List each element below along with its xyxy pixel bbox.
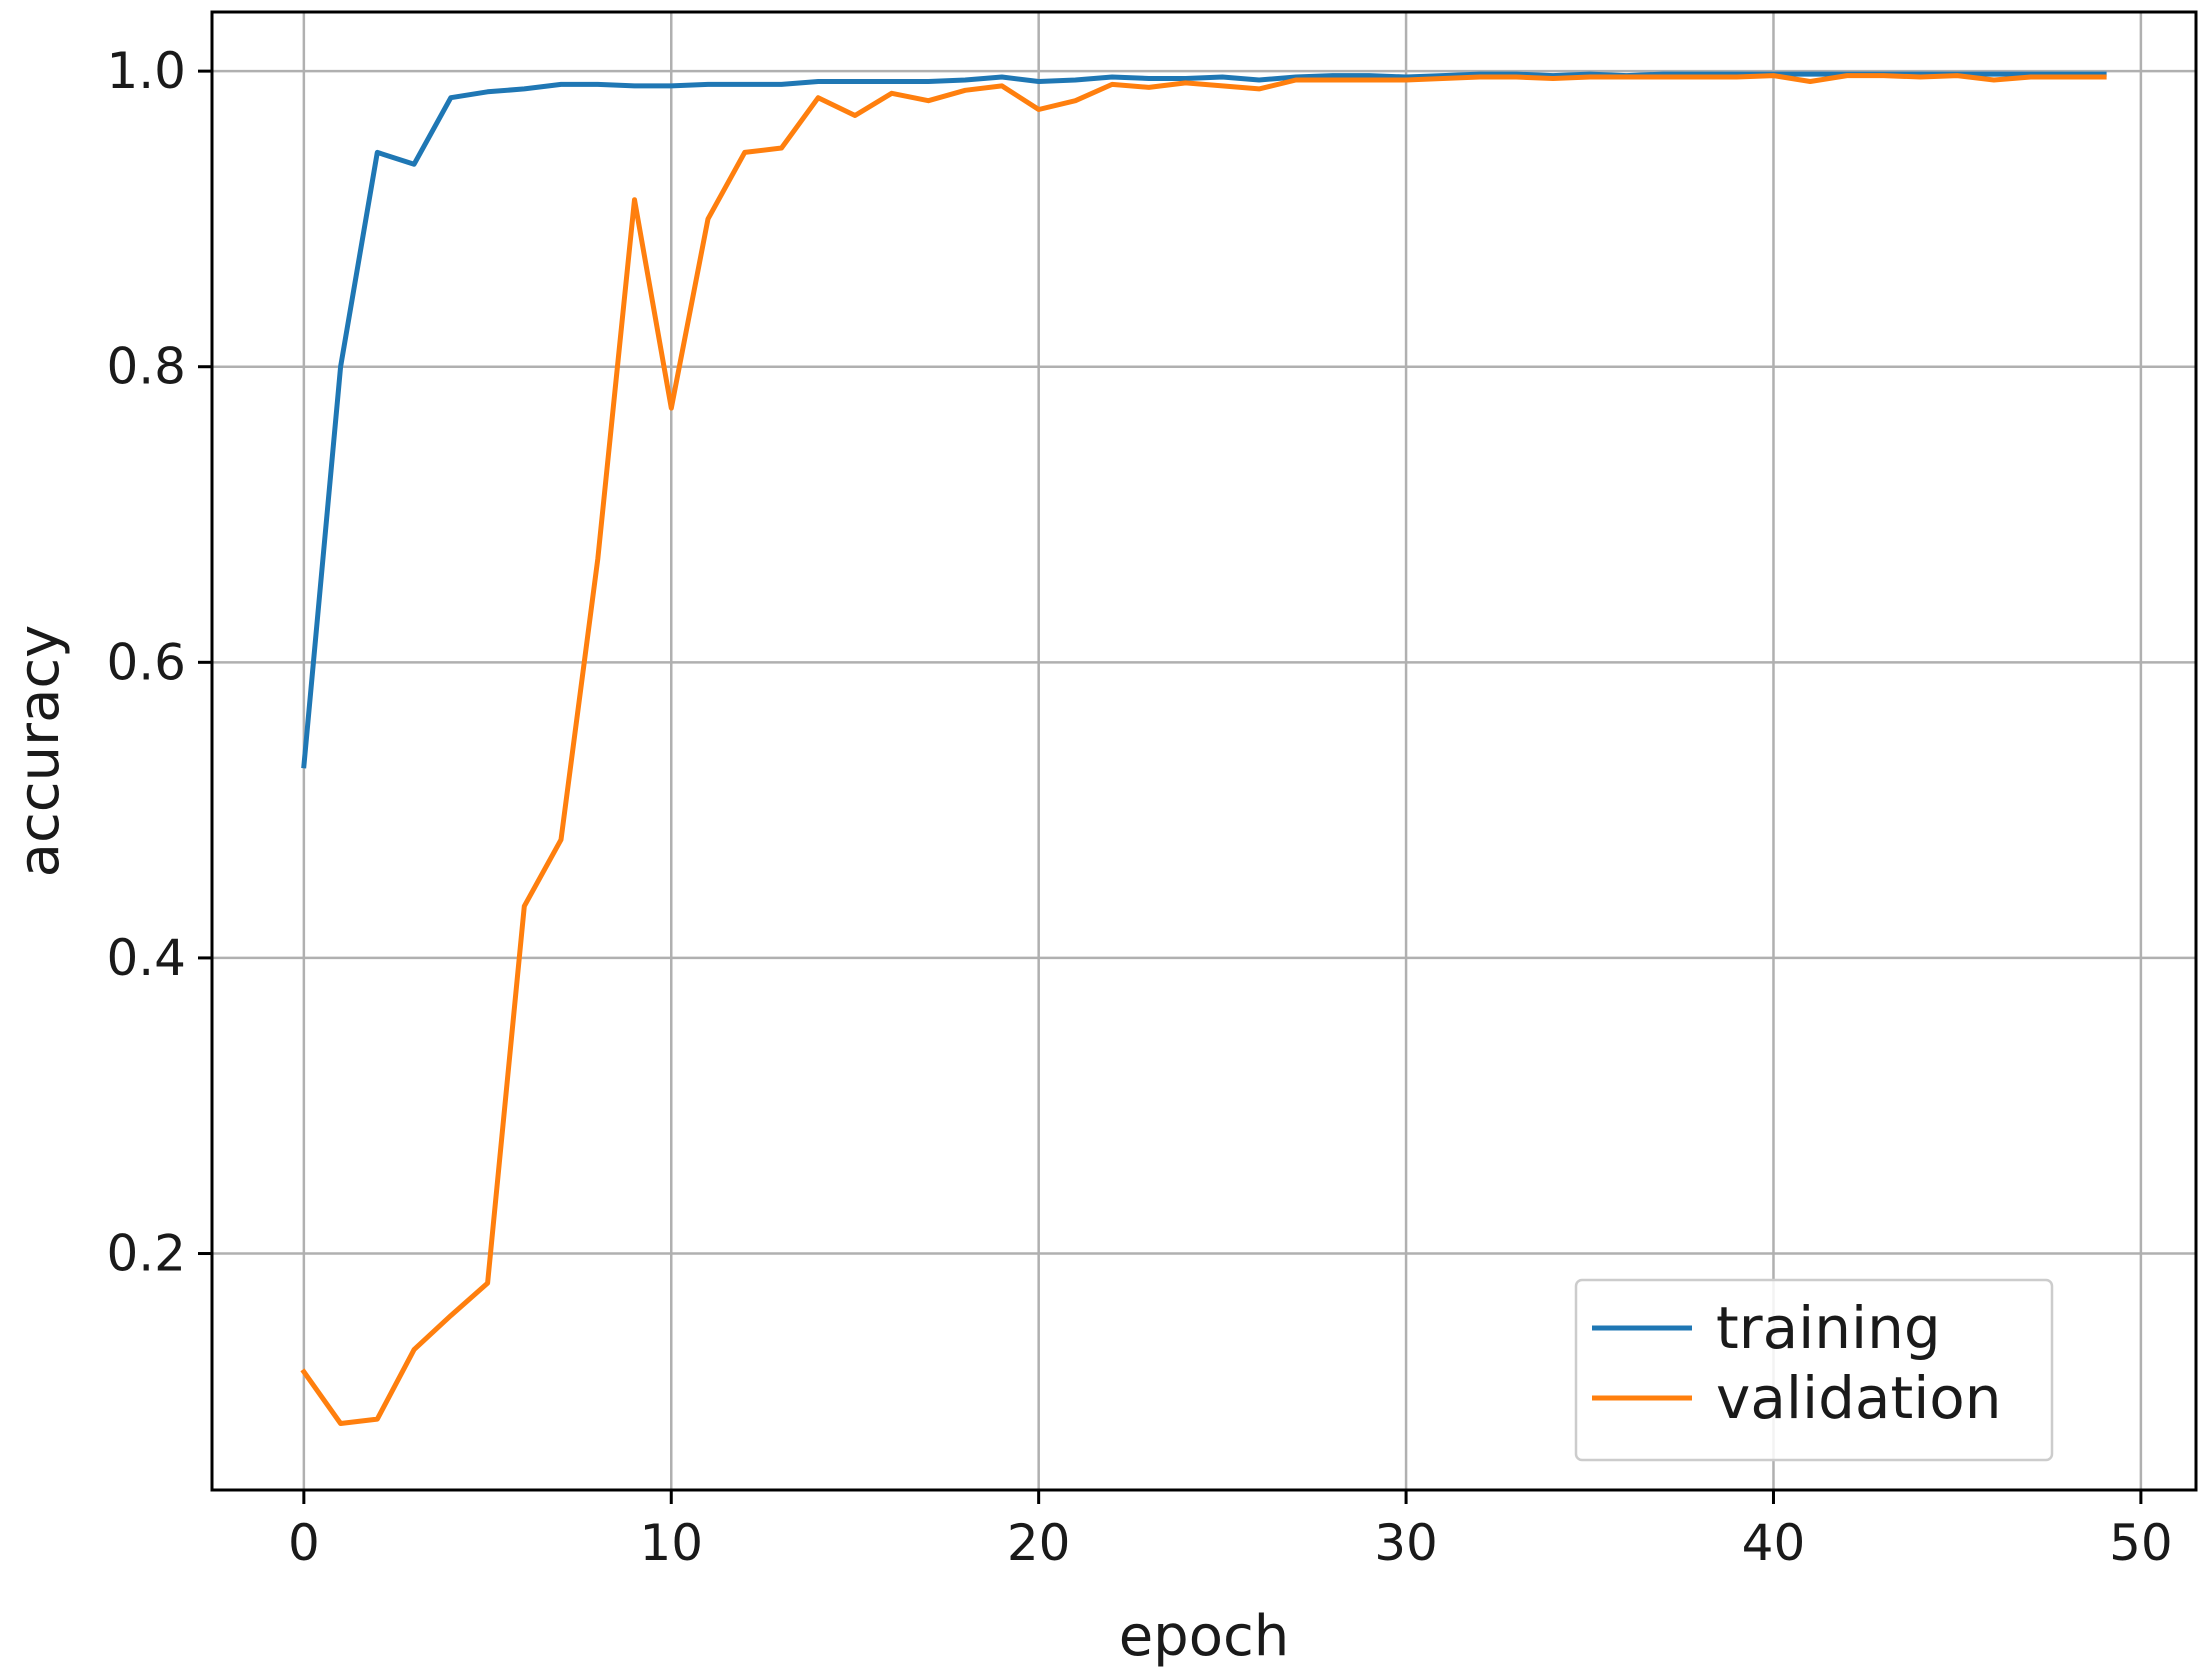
y-tick-label: 1.0 [106,42,186,100]
grid-lines [212,12,2196,1490]
x-tick-label: 50 [2109,1514,2173,1572]
y-axis-label: accuracy [7,625,72,878]
x-tick-label: 10 [639,1514,703,1572]
x-tick-label: 20 [1007,1514,1071,1572]
y-tick-label: 0.4 [106,929,186,987]
axis-ticks: 0 10 20 30 40 50 0.2 0.4 0.6 0.8 1.0 [106,42,2172,1572]
series-lines [300,71,2107,1426]
y-tick-label: 0.6 [106,633,186,691]
legend-label-validation: validation [1716,1364,2002,1432]
x-tick-label: 30 [1374,1514,1438,1572]
x-tick-label: 0 [288,1514,320,1572]
series-line-training [301,71,2107,769]
x-axis-label: epoch [1119,1604,1290,1668]
plot-area-frame [210,10,2198,1492]
y-tick-label: 0.8 [106,338,186,396]
x-tick-label: 40 [1742,1514,1806,1572]
y-tick-label: 0.2 [106,1225,186,1283]
series-line-validation [300,73,2107,1426]
legend: training validation [1574,1278,2054,1462]
legend-label-training: training [1716,1294,1941,1362]
legend-box [1574,1278,2054,1462]
